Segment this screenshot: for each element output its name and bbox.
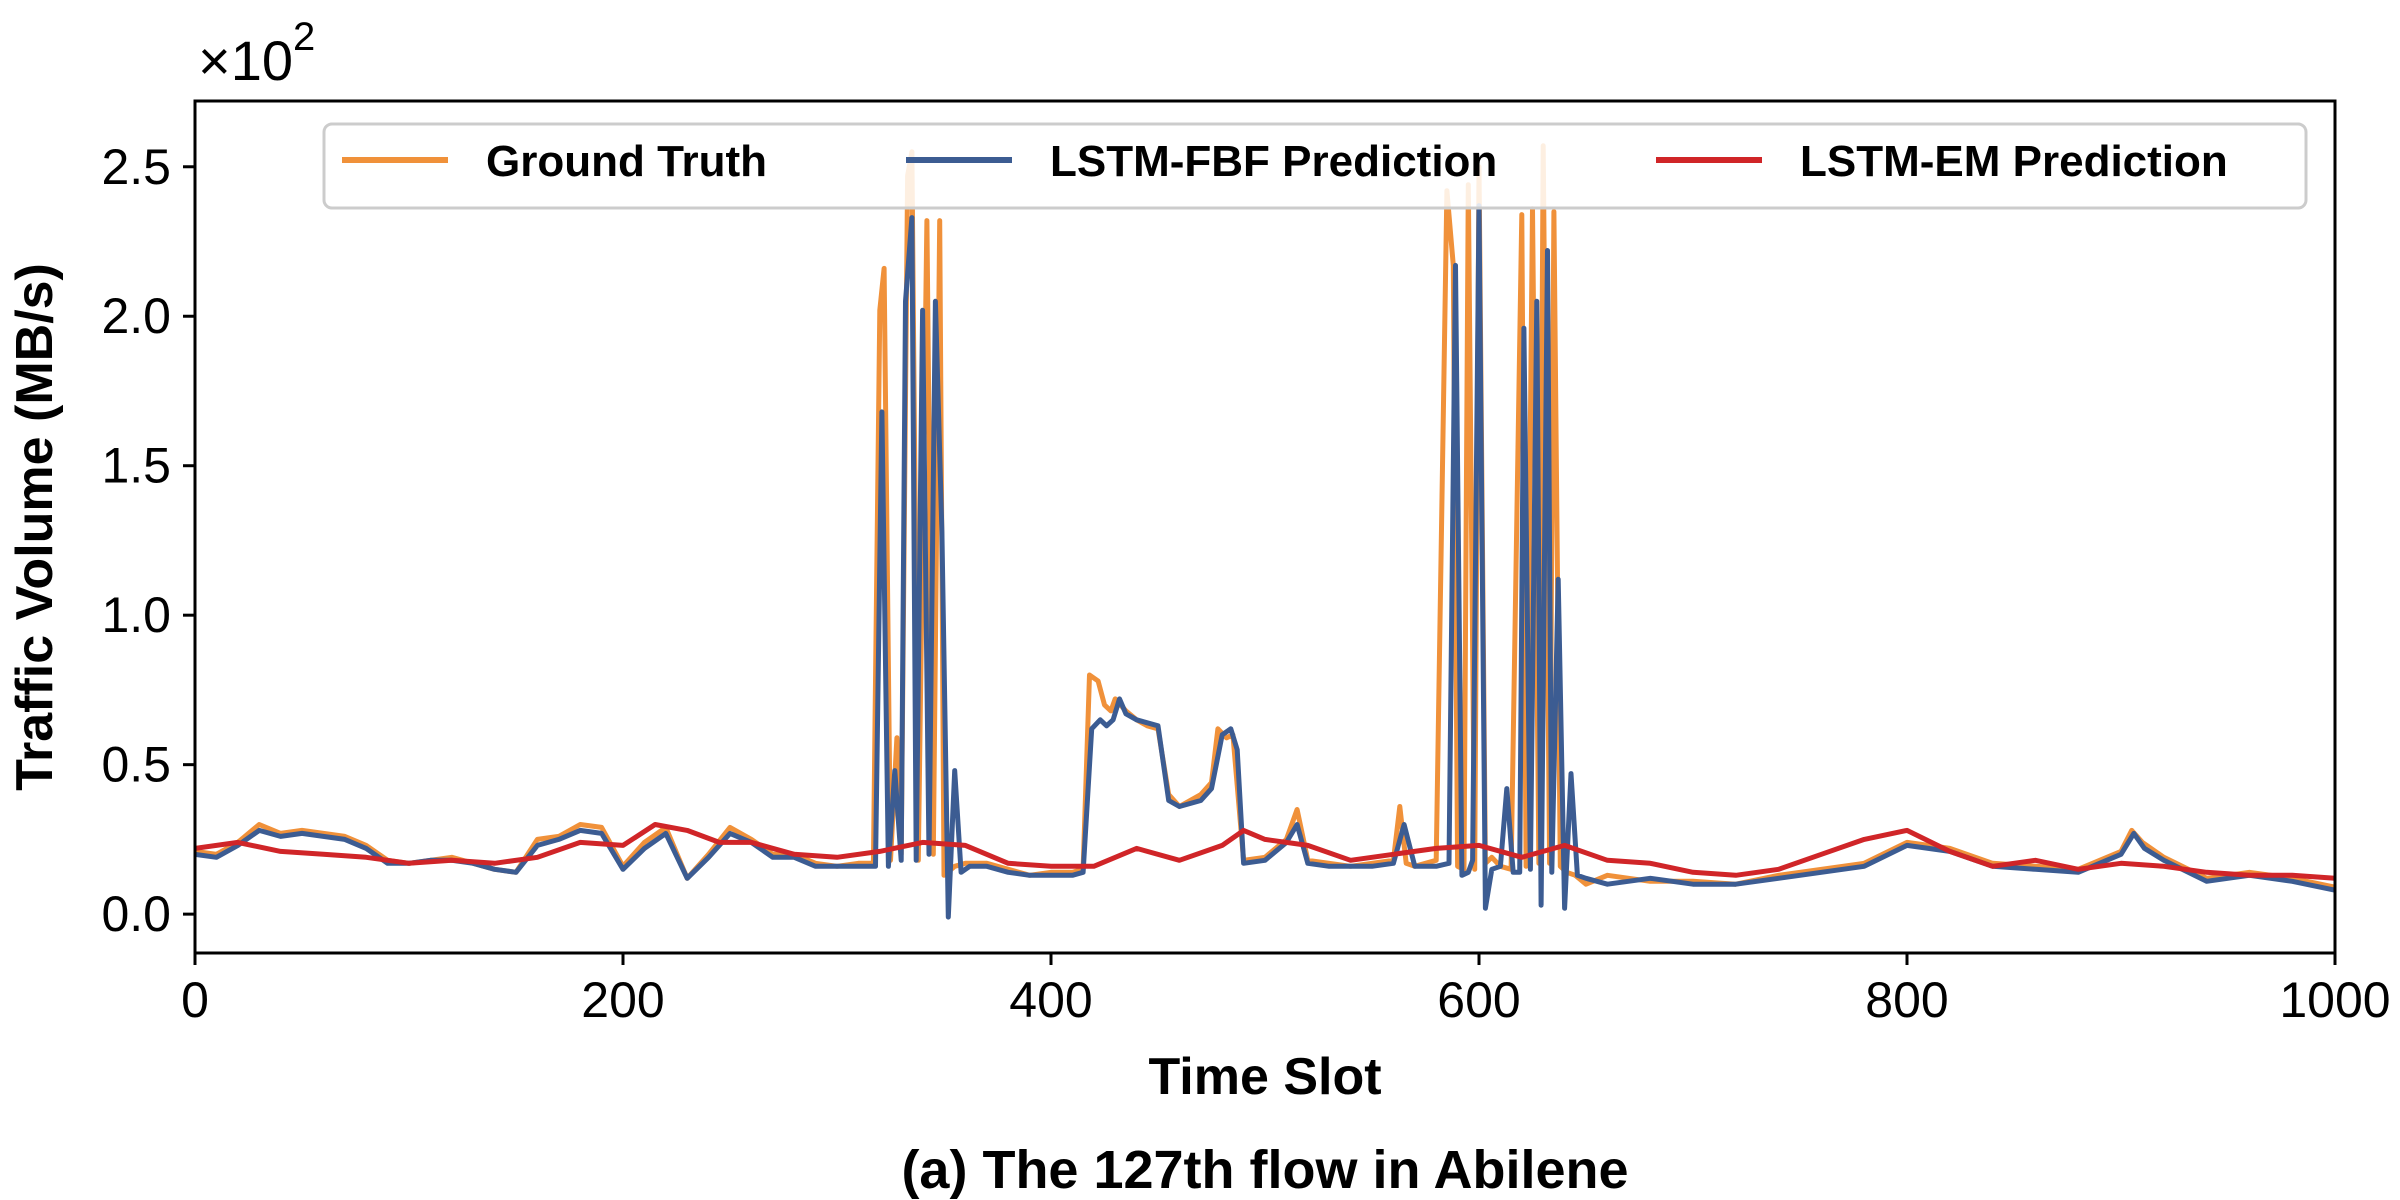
plot-frame xyxy=(193,99,2337,955)
x-axis: 0 200 400 600 800 1000 xyxy=(181,953,2391,1028)
x-tick-label: 600 xyxy=(1437,972,1520,1028)
legend-box xyxy=(322,122,2308,210)
series-line-lstm-em-prediction xyxy=(195,822,2335,881)
legend-label-lstm-fbf: LSTM-FBF Prediction xyxy=(1050,137,1497,186)
x-tick-label: 400 xyxy=(1009,972,1092,1028)
legend-label-lstm-em: LSTM-EM Prediction xyxy=(1800,137,2228,186)
x-axis-title: Time Slot xyxy=(1148,1048,1381,1106)
y-tick-label: 1.0 xyxy=(101,587,171,643)
y-tick-label: 0.0 xyxy=(101,886,171,942)
legend-label-ground-truth: Ground Truth xyxy=(486,137,767,186)
y-axis-multiplier: ×102 xyxy=(198,15,315,92)
x-tick-label: 200 xyxy=(581,972,664,1028)
legend: Ground Truth LSTM-FBF Prediction LSTM-EM… xyxy=(322,122,2308,210)
figure-caption: (a) The 127th flow in Abilene xyxy=(901,1140,1628,1200)
y-tick-label: 2.0 xyxy=(101,288,171,344)
x-tick-label: 1000 xyxy=(2279,972,2390,1028)
y-tick-label: 1.5 xyxy=(101,438,171,494)
series-line-lstm-fbf-prediction xyxy=(195,203,2335,920)
y-tick-label: 2.5 xyxy=(101,139,171,195)
series-line-ground-truth xyxy=(195,143,2335,890)
y-axis: 0.0 0.5 1.0 1.5 2.0 2.5 xyxy=(101,139,195,942)
x-tick-label: 800 xyxy=(1865,972,1948,1028)
x-tick-label: 0 xyxy=(181,972,209,1028)
y-tick-label: 0.5 xyxy=(101,737,171,793)
y-axis-title: Traffic Volume (MB/s) xyxy=(6,263,64,791)
series-layer xyxy=(195,143,2335,920)
